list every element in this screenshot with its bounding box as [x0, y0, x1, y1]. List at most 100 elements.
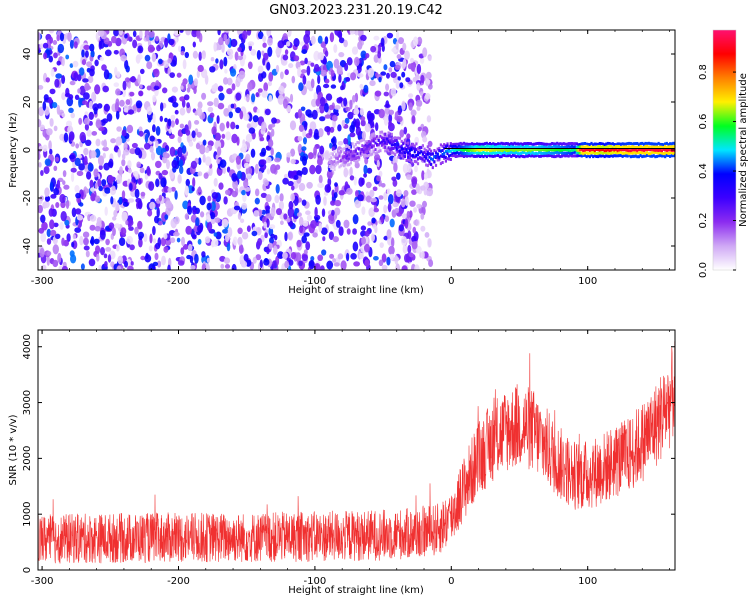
signal-cell [551, 154, 554, 158]
noise-cell [38, 152, 41, 160]
noise-cell [245, 166, 253, 176]
signal-cell [392, 136, 395, 140]
signal-cell [600, 148, 603, 152]
signal-cell [569, 142, 572, 146]
signal-cell [593, 151, 596, 155]
signal-cell [605, 142, 608, 146]
noise-cell [341, 119, 345, 127]
signal-cell [428, 147, 431, 151]
signal-cell [356, 152, 359, 156]
noise-cell [288, 201, 294, 210]
noise-cell [401, 62, 406, 69]
noise-cell [42, 42, 49, 49]
signal-cell [526, 154, 529, 158]
signal-cell [523, 150, 526, 154]
signal-cell [479, 145, 482, 149]
noise-cell [164, 214, 169, 220]
signal-cell [474, 143, 477, 146]
noise-cell [213, 41, 217, 52]
signal-cell [572, 150, 575, 154]
noise-cell [411, 178, 417, 188]
signal-cell [564, 142, 567, 146]
noise-cell [388, 113, 393, 124]
signal-cell [385, 137, 388, 141]
signal-cell [361, 149, 364, 153]
signal-cell [526, 142, 529, 145]
signal-cell [569, 153, 572, 157]
signal-cell [448, 157, 451, 161]
noise-cell [424, 93, 431, 100]
signal-cell [657, 149, 660, 152]
signal-cell [626, 148, 629, 152]
noise-cell [148, 245, 153, 252]
signal-cell [400, 148, 403, 152]
noise-cell [187, 205, 193, 215]
signal-cell [520, 154, 523, 158]
noise-cell [230, 121, 236, 130]
noise-cell [162, 151, 168, 158]
signal-cell [615, 147, 618, 151]
noise-cell [220, 263, 225, 269]
signal-cell [593, 149, 596, 153]
signal-cell [649, 152, 652, 156]
noise-cell [166, 159, 170, 170]
noise-cell [113, 82, 120, 87]
noise-cell [52, 40, 58, 45]
signal-cell [624, 151, 627, 155]
signal-cell [565, 148, 569, 152]
noise-cell [298, 82, 304, 92]
snr-x-ticks: -300 -200 -100 0 100 [31, 330, 670, 587]
noise-cell [136, 161, 141, 168]
noise-cell [129, 148, 136, 155]
signal-cell [354, 160, 357, 164]
signal-cell [536, 152, 539, 156]
noise-cell [360, 225, 367, 231]
spectrogram-signal-track [328, 130, 675, 172]
noise-cell [306, 65, 311, 76]
signal-cell [523, 145, 526, 149]
signal-cell [462, 155, 465, 158]
signal-cell [487, 153, 490, 157]
noise-cell [304, 57, 308, 65]
noise-cell [57, 252, 62, 264]
signal-cell [511, 145, 515, 149]
signal-cell [610, 154, 613, 158]
signal-cell [559, 145, 562, 149]
signal-cell [613, 148, 616, 152]
noise-cell [293, 38, 300, 47]
noise-cell [193, 86, 197, 94]
noise-cell [425, 71, 432, 80]
noise-cell [252, 256, 257, 264]
noise-cell [144, 142, 151, 150]
noise-cell [207, 106, 214, 113]
noise-cell [66, 233, 71, 243]
noise-cell [269, 224, 276, 230]
noise-cell [61, 92, 66, 101]
signal-cell [498, 155, 501, 159]
signal-cell [451, 145, 454, 149]
noise-cell [108, 222, 115, 229]
signal-cell [364, 150, 367, 154]
x-tick-label: 0 [448, 276, 454, 287]
noise-cell [223, 56, 228, 67]
noise-cell [171, 86, 178, 93]
signal-cell [567, 142, 570, 146]
signal-cell [452, 144, 456, 148]
signal-cell [380, 130, 384, 134]
signal-cell [400, 154, 403, 158]
signal-cell [579, 148, 582, 152]
noise-cell [241, 143, 248, 153]
noise-cell [61, 237, 65, 246]
noise-cell [266, 30, 272, 37]
signal-cell [376, 142, 379, 146]
signal-cell [372, 150, 375, 153]
signal-cell [515, 155, 518, 159]
noise-cell [420, 225, 426, 232]
signal-cell [349, 152, 352, 156]
noise-cell [198, 51, 202, 61]
signal-cell [466, 154, 469, 158]
noise-cell [383, 91, 389, 97]
signal-cell [412, 142, 415, 146]
signal-cell [597, 148, 600, 152]
noise-cell [197, 101, 203, 109]
